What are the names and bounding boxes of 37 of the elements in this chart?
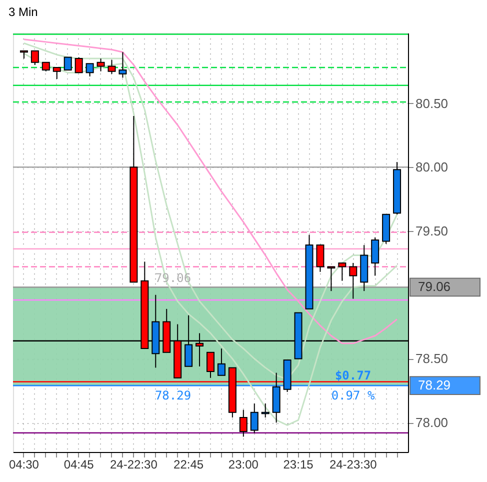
- candlestick: [316, 244, 324, 272]
- candlestick: [261, 402, 270, 418]
- y-tick-label: 78.50: [416, 351, 448, 366]
- candlestick: [74, 56, 83, 74]
- chart-title: 3 Min: [8, 5, 38, 19]
- x-tick-label: 04:30: [8, 458, 40, 472]
- annotation: 0.97 %: [331, 388, 376, 403]
- ref-line-label: 79.06: [418, 279, 451, 294]
- y-tick-label: 78.00: [416, 415, 448, 430]
- candlestick: [250, 402, 258, 434]
- x-tick-label: 23:00: [228, 458, 259, 472]
- candlestick: [327, 266, 336, 292]
- x-tick-label: 04:45: [64, 458, 94, 472]
- annotation: $0.77: [334, 368, 372, 383]
- candlestick: [206, 352, 214, 378]
- x-tick-label: 24-23:30: [329, 458, 378, 472]
- candlestick: [52, 66, 61, 80]
- candlestick: [108, 59, 116, 74]
- candlestick: [371, 236, 380, 276]
- x-tick-label: 23:15: [283, 458, 314, 472]
- ref-line-label: 78.29: [418, 378, 451, 393]
- candlestick: [96, 58, 105, 72]
- x-tick-label: 24-22:30: [110, 458, 158, 472]
- candlestick: [86, 63, 94, 77]
- annotation: 79.06: [154, 271, 192, 286]
- candlestick: [239, 409, 248, 438]
- y-tick-label: 80.50: [416, 96, 448, 111]
- annotation: 78.29: [154, 388, 192, 403]
- candlestick: [349, 262, 358, 300]
- y-tick-label: 79.50: [416, 224, 448, 239]
- x-tick-label: 22:45: [174, 458, 204, 472]
- candlestick: [64, 56, 72, 71]
- candlestick: [217, 348, 226, 376]
- candlestick: [338, 262, 346, 282]
- y-tick-label: 80.00: [416, 160, 448, 175]
- candlestick: [30, 50, 39, 66]
- candlestick: [118, 52, 127, 78]
